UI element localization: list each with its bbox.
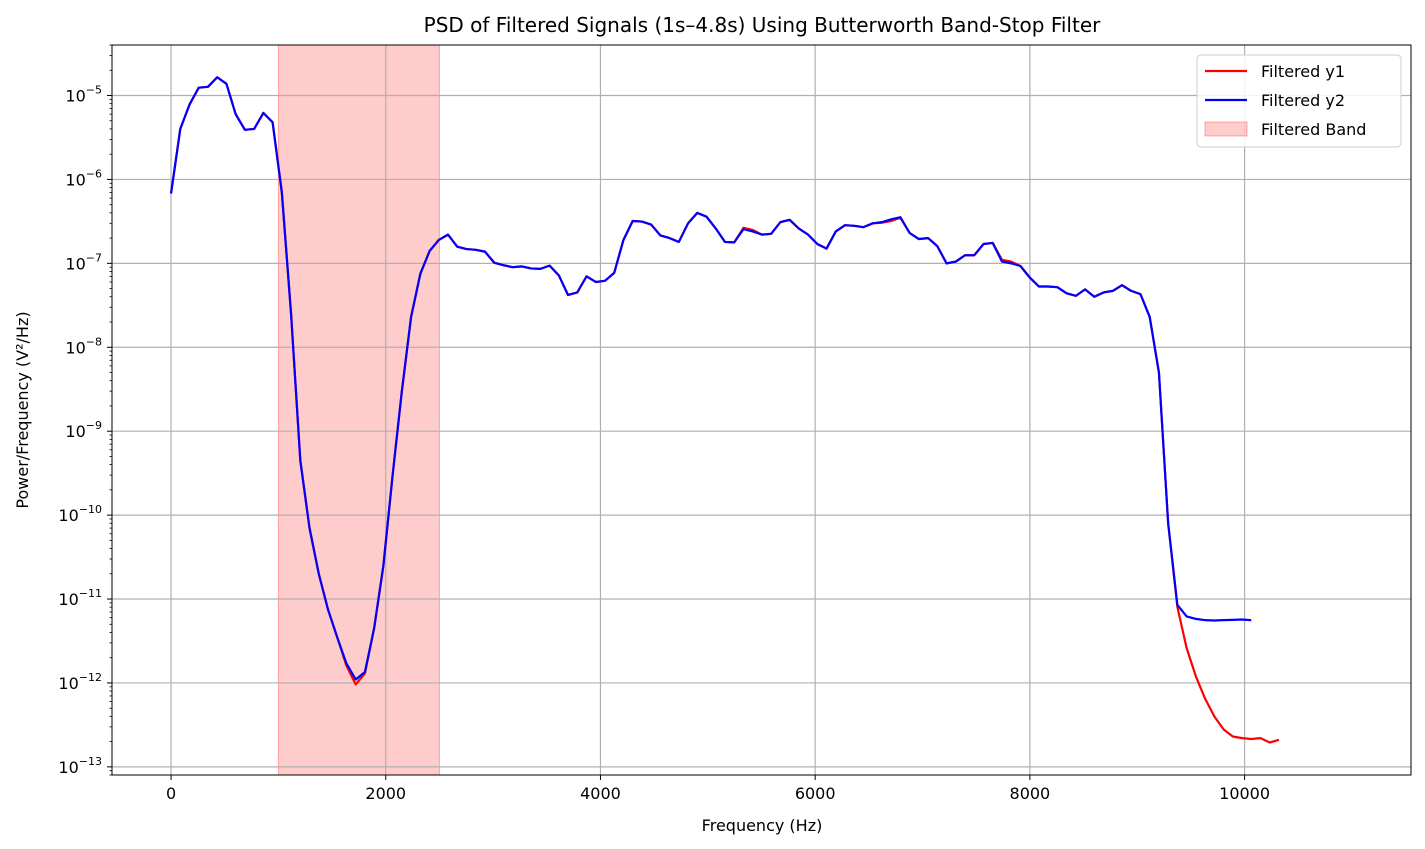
y-tick-label: 10−12 bbox=[58, 671, 102, 693]
y-tick-label: 10−5 bbox=[65, 84, 102, 106]
x-axis-label: Frequency (Hz) bbox=[702, 816, 823, 835]
legend-label-y2: Filtered y2 bbox=[1261, 91, 1345, 110]
legend-box bbox=[1196, 54, 1402, 148]
y-tick-label: 10−9 bbox=[65, 419, 102, 441]
y-tick-label: 10−13 bbox=[58, 755, 102, 777]
legend-swatch-band bbox=[1204, 121, 1248, 137]
legend-label-y1: Filtered y1 bbox=[1261, 62, 1345, 81]
x-tick-label: 4000 bbox=[580, 784, 621, 803]
y-tick-label: 10−10 bbox=[58, 503, 102, 525]
y-tick-label: 10−8 bbox=[65, 335, 102, 357]
x-tick-label: 2000 bbox=[365, 784, 406, 803]
y-tick-label: 10−6 bbox=[65, 167, 102, 189]
grid-layer bbox=[112, 45, 1411, 775]
x-ticks: 0 2000 4000 6000 8000 10000 bbox=[166, 775, 1270, 803]
band-layer bbox=[277, 44, 440, 776]
plot-frame bbox=[111, 44, 1412, 776]
x-tick-label: 8000 bbox=[1010, 784, 1051, 803]
x-tick-label: 0 bbox=[166, 784, 176, 803]
series-line-y2 bbox=[169, 76, 1252, 681]
y-axis-label: Power/Frequency (V²/Hz) bbox=[13, 311, 32, 508]
series-layer bbox=[169, 76, 1280, 744]
y-ticks: 10−5 10−6 10−7 10−8 10−9 10−10 10−11 10−12 10−13 bbox=[58, 44, 112, 777]
x-tick-label: 6000 bbox=[795, 784, 836, 803]
y-tick-label: 10−7 bbox=[65, 251, 102, 273]
filtered-band bbox=[277, 44, 440, 776]
chart-title: PSD of Filtered Signals (1s–4.8s) Using … bbox=[424, 13, 1101, 37]
x-tick-label: 10000 bbox=[1219, 784, 1270, 803]
legend-label-band: Filtered Band bbox=[1261, 120, 1366, 139]
legend: Filtered y1 Filtered y2 Filtered Band bbox=[1196, 54, 1402, 148]
y-tick-label: 10−11 bbox=[58, 587, 102, 609]
